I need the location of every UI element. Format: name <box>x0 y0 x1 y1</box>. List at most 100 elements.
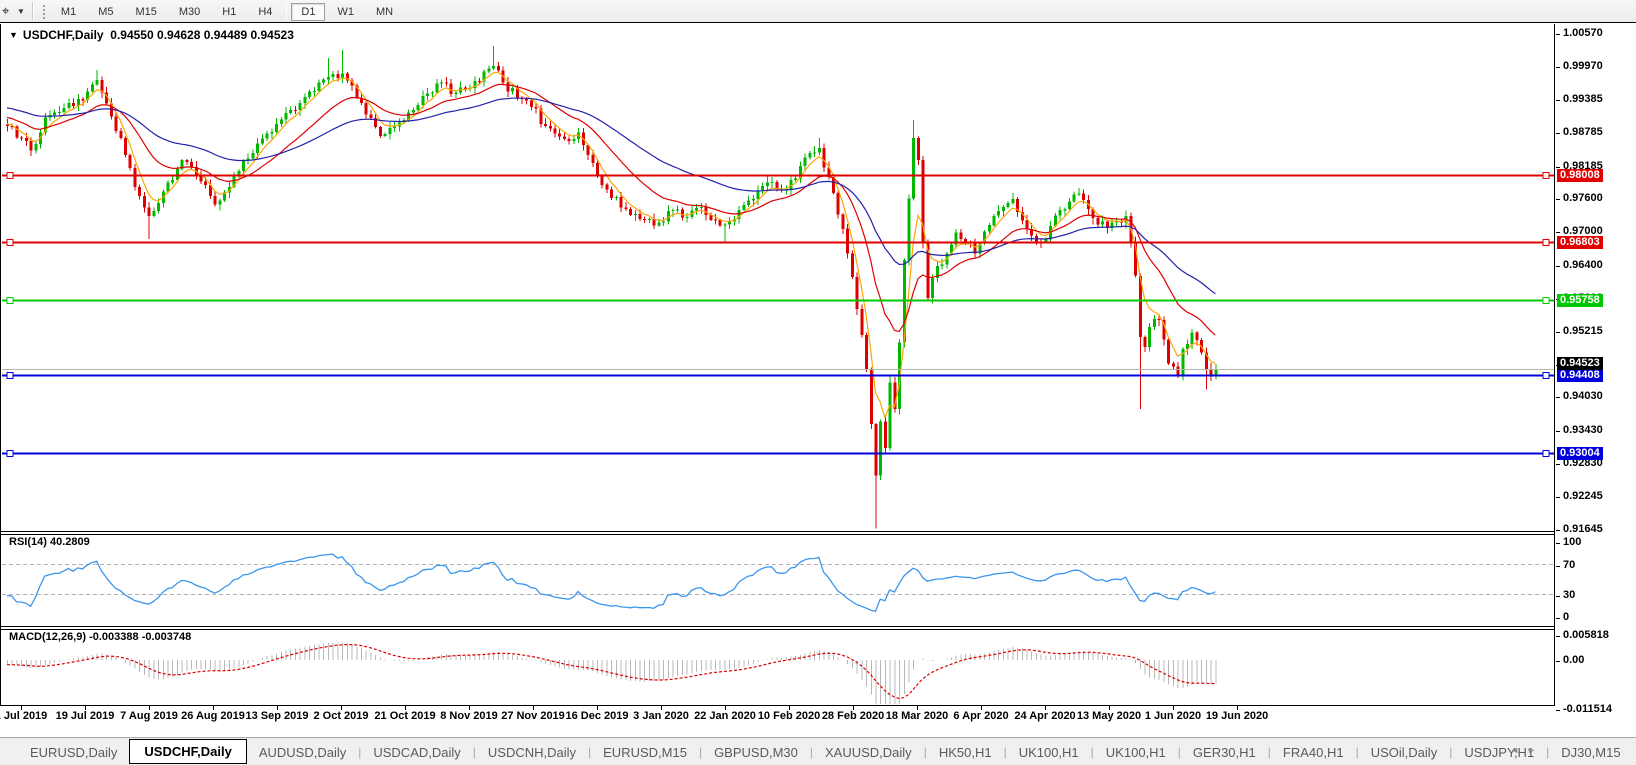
ma-mid-line <box>6 83 1216 336</box>
date-tick-label: 3 Jan 2020 <box>633 710 689 722</box>
price-chart-canvas[interactable] <box>1 24 1554 704</box>
crosshair-tool-icon[interactable]: ⌖ <box>2 3 10 18</box>
date-tick <box>725 706 726 710</box>
date-tick-label: 13 May 2020 <box>1076 710 1142 722</box>
chart-symbol: USDCHF,Daily <box>22 28 104 42</box>
macd-signal-group <box>7 643 1216 700</box>
level-handle[interactable] <box>6 372 14 379</box>
macd-histogram <box>7 642 1217 704</box>
level-handle[interactable] <box>1542 239 1550 246</box>
chart-tab-usdchf[interactable]: USDCHF,Daily <box>129 738 247 764</box>
toolbar-separator-2 <box>286 2 288 19</box>
chart-tab-xauusd[interactable]: XAUUSD,Daily <box>825 744 912 760</box>
chart-tab-uk100[interactable]: UK100,H1 <box>1018 744 1079 760</box>
tab-separator: | <box>1449 745 1453 759</box>
rsi-scale-tick <box>1556 618 1560 619</box>
level-price-label: 0.98008 <box>1557 169 1603 183</box>
timeframe-button-d1[interactable]: D1 <box>291 3 326 21</box>
price-tick-label: 0.96400 <box>1563 258 1603 271</box>
chart-tab-usoil[interactable]: USOil,Daily <box>1370 744 1438 760</box>
date-tick-label: 10 Feb 2020 <box>757 710 821 722</box>
price-tick-label: 0.91645 <box>1563 522 1603 535</box>
level-handle[interactable] <box>1542 372 1550 379</box>
price-tick-label: 1.00570 <box>1563 27 1603 39</box>
chart-tab-eurusd[interactable]: EURUSD,Daily <box>30 744 118 760</box>
price-tick-label: 0.97600 <box>1563 192 1603 204</box>
date-tick <box>853 706 854 710</box>
macd-name: MACD(12,26,9) <box>9 631 87 643</box>
tab-separator: | <box>1546 745 1550 759</box>
date-tick <box>1045 706 1046 710</box>
tab-separator: | <box>1177 745 1181 759</box>
chart-tab-uk100[interactable]: UK100,H1 <box>1105 744 1166 760</box>
chart-tab-usdjpy[interactable]: USDJPY,H1 <box>1464 744 1535 760</box>
date-tick-label: 18 Mar 2020 <box>885 710 949 722</box>
chart-tab-bar: EURUSD,Daily USDCHF,Daily AUDUSD,Daily | USD… <box>0 737 1636 765</box>
date-tick-label: 1 Jul 2019 <box>0 710 48 722</box>
price-tick-label: 0.92245 <box>1563 489 1603 502</box>
level-handle[interactable] <box>1542 450 1550 457</box>
price-axis[interactable]: 1.00570 0.99970 0.99385 0.98785 0.98185 0.976… <box>1556 23 1636 738</box>
price-tick <box>1556 133 1560 135</box>
macd-scale-label: 0.00 <box>1563 654 1585 666</box>
chart-tab-audusd[interactable]: AUDUSD,Daily <box>258 744 347 760</box>
chart-tab-ger30[interactable]: GER30,H1 <box>1192 744 1256 760</box>
chart-tab-usdcnh[interactable]: USDCNH,Daily <box>487 744 577 760</box>
timeframe-button-w1[interactable]: W1 <box>337 6 354 18</box>
date-tick <box>1109 706 1110 710</box>
panel-separators <box>1 531 1554 630</box>
level-handle[interactable] <box>6 172 14 179</box>
moving-averages-group <box>6 71 1216 420</box>
date-tick <box>405 706 406 710</box>
level-lines-group <box>2 172 1554 457</box>
ma-slow-line <box>6 97 1216 295</box>
chart-tab-gbpusd[interactable]: GBPUSD,M30 <box>714 744 798 760</box>
ohlc-open: 0.94550 <box>110 28 154 42</box>
chart-tab-usdcad[interactable]: USDCAD,Daily <box>373 744 461 760</box>
level-handle[interactable] <box>1542 172 1550 179</box>
rsi-line <box>6 553 1216 613</box>
timeframe-button-h4[interactable]: H4 <box>258 6 273 18</box>
timeframe-button-h1[interactable]: H1 <box>222 6 237 18</box>
chart-plot-area[interactable]: ▼ USDCHF,Daily 0.94550 0.94628 0.94489 0.… <box>0 24 1555 706</box>
price-tick-label: 0.98785 <box>1563 126 1603 139</box>
tab-separator: | <box>358 745 362 759</box>
level-handle[interactable] <box>6 450 14 457</box>
chart-tab-dj30[interactable]: DJ30,M15 <box>1561 744 1621 760</box>
ma-fast-line <box>6 71 1216 420</box>
date-tick-label: 1 Jun 2020 <box>1144 710 1202 722</box>
timeframe-button-m30[interactable]: M30 <box>178 6 201 18</box>
timeframe-button-m5[interactable]: M5 <box>98 6 114 18</box>
tab-scroll-left-icon[interactable]: ◄ <box>1510 745 1528 755</box>
date-tick <box>277 706 278 710</box>
date-tick-label: 24 Apr 2020 <box>1014 710 1076 722</box>
date-tick <box>981 706 982 710</box>
tab-scroll-right-icon[interactable]: ► <box>1527 745 1544 755</box>
chevron-down-icon[interactable]: ▼ <box>17 6 25 16</box>
chart-window: ▼ USDCHF,Daily 0.94550 0.94628 0.94489 0.… <box>0 22 1636 738</box>
price-tick <box>1556 99 1560 101</box>
timeframe-buttons: M1 M5 M15 M30 H1 H4 D1 W1 MN <box>50 2 404 21</box>
timeframe-button-m1[interactable]: M1 <box>60 6 77 18</box>
timeframe-button-mn[interactable]: MN <box>375 6 394 18</box>
chart-tab-hk50[interactable]: HK50,H1 <box>938 744 992 760</box>
tab-separator: | <box>472 745 476 759</box>
rsi-panel <box>2 553 1554 613</box>
level-handle[interactable] <box>1542 297 1550 304</box>
tab-separator: | <box>588 745 592 759</box>
level-handle[interactable] <box>6 297 14 304</box>
toolbar-grip[interactable] <box>40 3 46 19</box>
chart-tab-fra40[interactable]: FRA40,H1 <box>1282 744 1344 760</box>
macd-scale-tick <box>1556 710 1560 712</box>
ohlc-low: 0.94489 <box>203 28 248 42</box>
chart-tab-eurusd[interactable]: EURUSD,M15 <box>603 744 687 760</box>
date-tick-label: 21 Oct 2019 <box>374 710 436 722</box>
date-tick-label: 19 Jul 2019 <box>55 710 115 722</box>
level-handle[interactable] <box>6 239 14 246</box>
macd-value-main: -0.003388 <box>89 631 139 643</box>
chart-dropdown-icon[interactable]: ▼ <box>9 30 18 40</box>
ohlc-close: 0.94523 <box>250 28 294 42</box>
timeframe-button-m15[interactable]: M15 <box>135 6 157 18</box>
